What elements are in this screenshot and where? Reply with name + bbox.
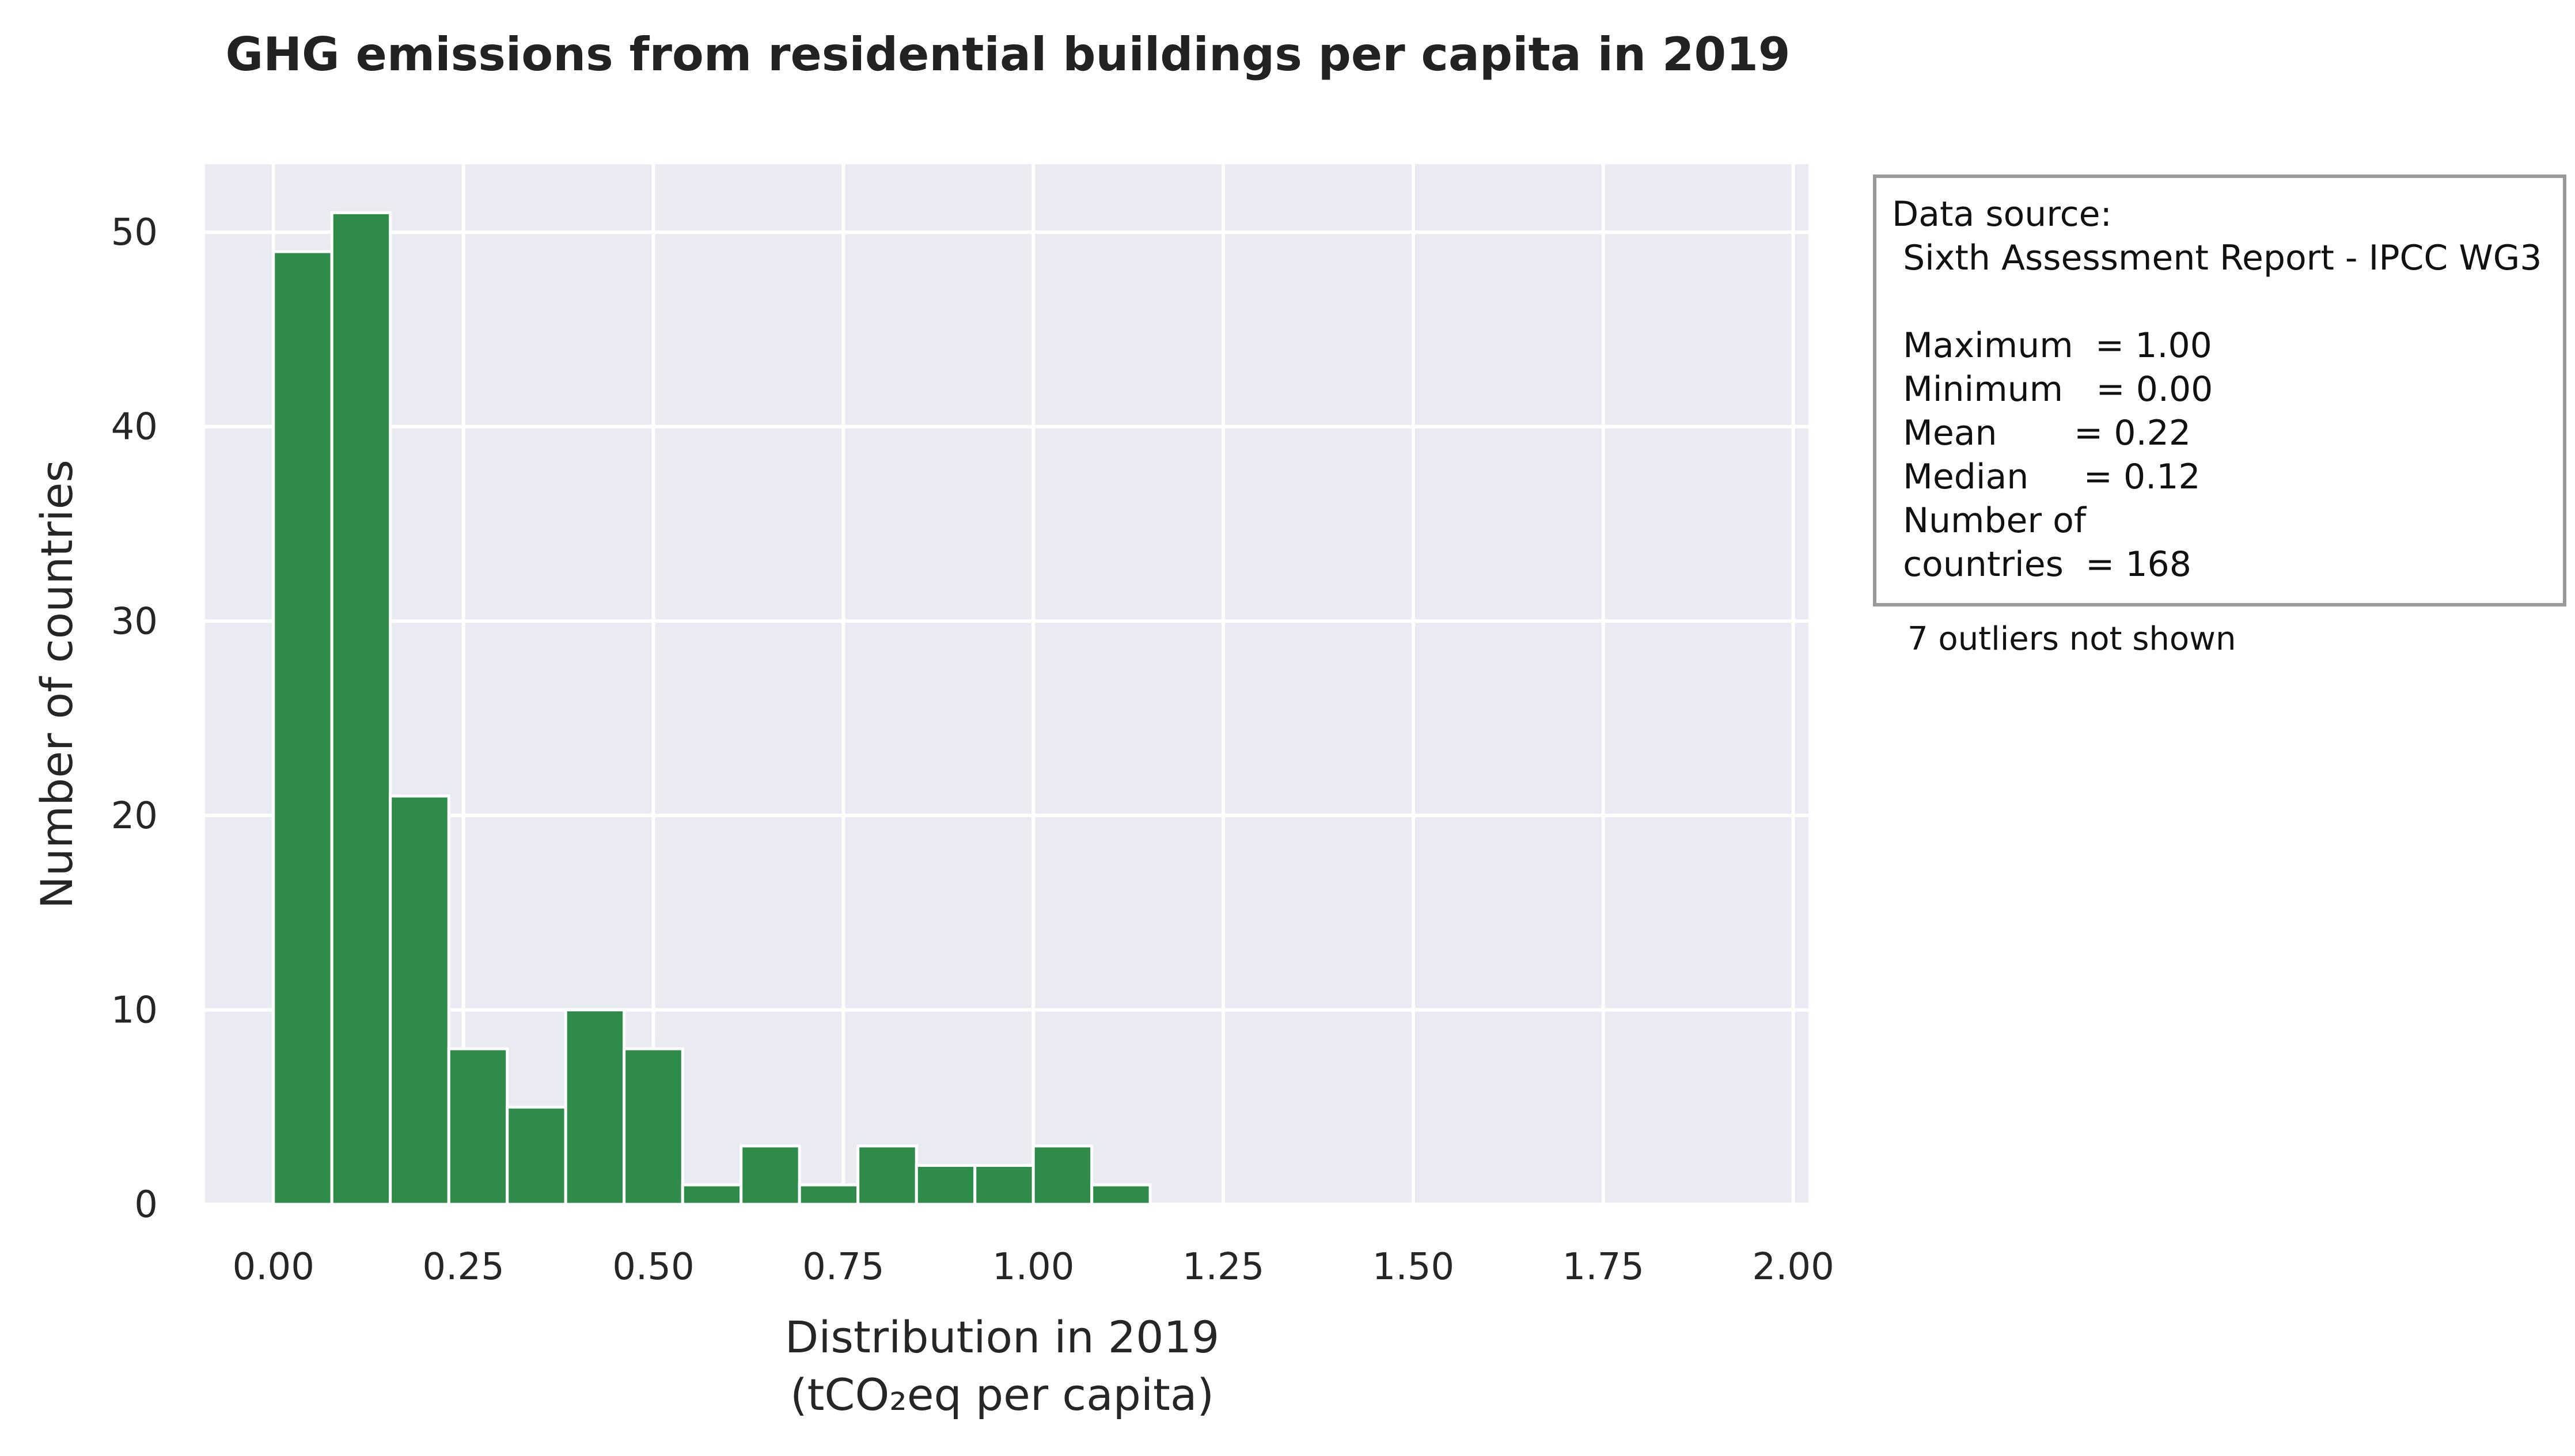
- x-tick-label: 0.00: [232, 1246, 314, 1288]
- stats-line: Minimum = 0.00: [1892, 369, 2213, 410]
- stats-line: countries = 168: [1892, 544, 2191, 585]
- x-tick-label: 0.75: [802, 1246, 885, 1288]
- y-tick-label: 10: [111, 989, 158, 1032]
- plot-area: [205, 164, 1808, 1204]
- histogram-bar: [915, 1163, 977, 1206]
- x-tick-label: 0.25: [422, 1246, 505, 1288]
- x-tick-label: 0.50: [612, 1246, 695, 1288]
- stats-line: Sixth Assessment Report - IPCC WG3: [1892, 238, 2542, 278]
- histogram-bar: [681, 1183, 743, 1206]
- y-axis-label: Number of countries: [31, 460, 82, 909]
- y-tick-label: 40: [111, 406, 158, 449]
- stats-line: Number of: [1892, 500, 2087, 541]
- y-axis-ticks: 0 10 20 30 40 50: [111, 211, 158, 1226]
- y-tick-label: 50: [111, 211, 158, 254]
- histogram-bar: [564, 1008, 626, 1206]
- histogram-bar: [798, 1183, 860, 1206]
- histogram-bar: [856, 1144, 918, 1206]
- histogram-bar: [739, 1144, 801, 1206]
- outliers-note: 7 outliers not shown: [1907, 620, 2236, 658]
- x-tick-label: 1.00: [992, 1246, 1075, 1288]
- x-axis-label-units: (tCO₂eq per capita): [790, 1369, 1214, 1420]
- stats-box: [1873, 175, 2566, 606]
- stats-line: Median = 0.12: [1892, 457, 2201, 497]
- histogram-bars: [272, 211, 1152, 1206]
- x-axis-label: Distribution in 2019: [785, 1311, 1219, 1363]
- stats-line: Maximum = 1.00: [1892, 325, 2212, 366]
- histogram-bar: [1031, 1144, 1094, 1206]
- histogram-bar: [389, 794, 450, 1206]
- x-tick-label: 1.25: [1182, 1246, 1265, 1288]
- x-tick-label: 2.00: [1752, 1246, 1834, 1288]
- y-tick-label: 20: [111, 795, 158, 837]
- x-tick-label: 1.75: [1563, 1246, 1645, 1288]
- histogram-bar: [272, 250, 333, 1206]
- histogram-bar: [973, 1163, 1035, 1206]
- x-tick-label: 1.50: [1372, 1246, 1455, 1288]
- histogram-bar: [623, 1047, 684, 1206]
- stats-line: Mean = 0.22: [1892, 413, 2191, 453]
- y-tick-label: 30: [111, 600, 158, 643]
- histogram-bar: [506, 1105, 567, 1206]
- histogram-bar: [330, 211, 392, 1206]
- stats-line: Data source:: [1892, 194, 2112, 234]
- stats-box-lines: Data source: Sixth Assessment Report - I…: [1892, 194, 2542, 585]
- x-axis-ticks: 0.00 0.25 0.50 0.75 1.00 1.25 1.50 1.75 2.00: [232, 1246, 1834, 1288]
- histogram-bar: [447, 1047, 509, 1206]
- histogram-bar: [1090, 1183, 1152, 1206]
- y-tick-label: 0: [134, 1184, 158, 1226]
- chart-title: GHG emissions from residential buildings…: [225, 28, 1790, 81]
